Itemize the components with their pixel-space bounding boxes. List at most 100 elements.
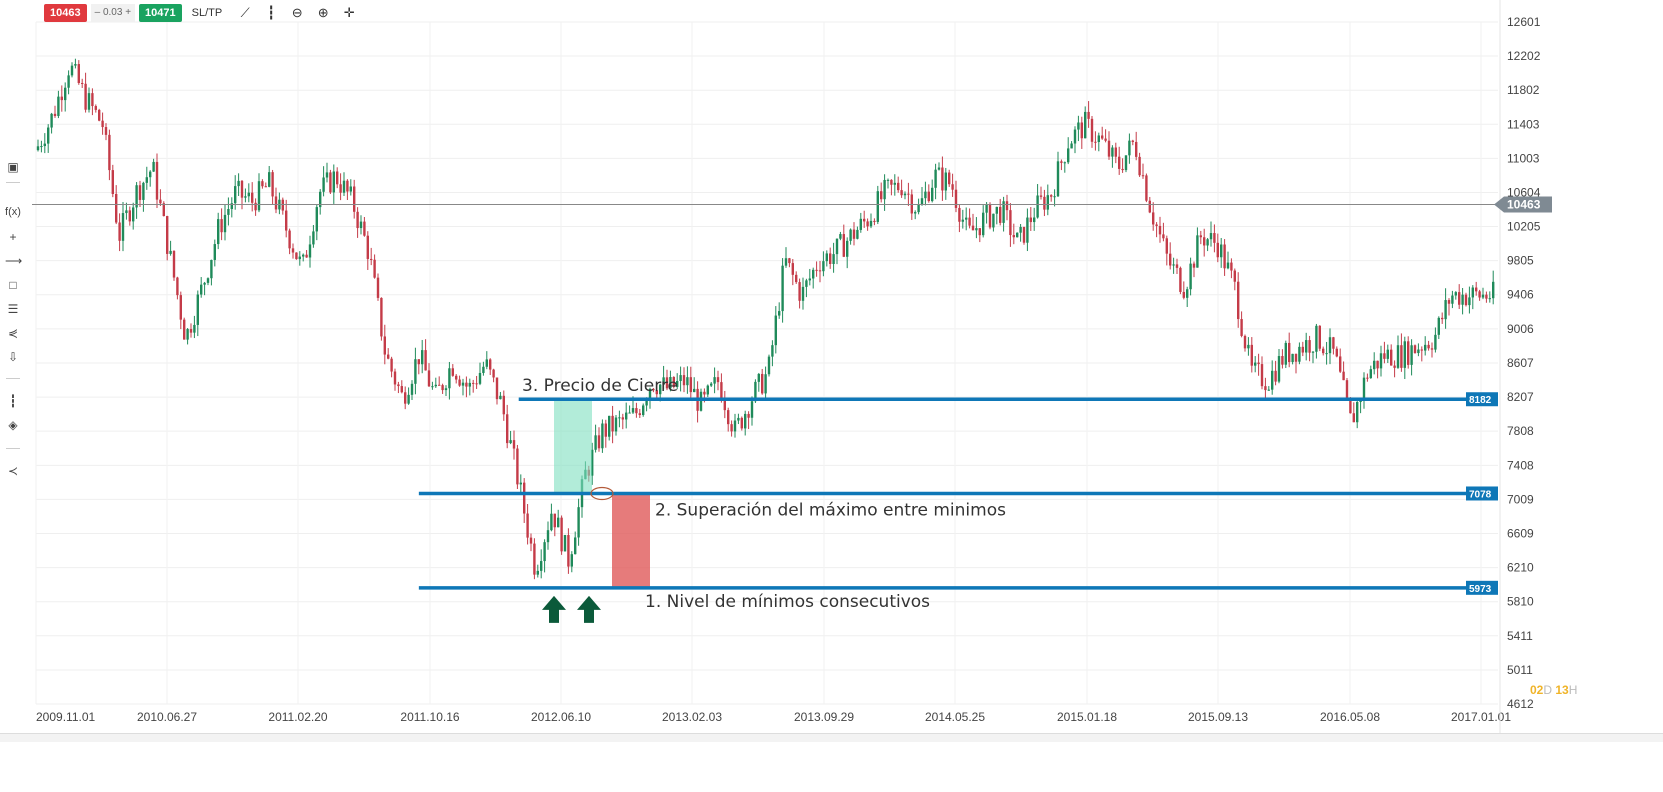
y-tick-label: 11003	[1507, 151, 1540, 165]
candle-body	[849, 229, 852, 241]
candle-body	[1039, 195, 1043, 197]
candles-icon[interactable]: ┇	[267, 5, 276, 20]
candle-body	[995, 206, 998, 214]
crosshair-tool-icon[interactable]: +	[9, 230, 17, 244]
candle-body	[485, 359, 488, 367]
candle-body	[1240, 319, 1243, 336]
candle-body	[121, 213, 125, 241]
candle-body	[553, 513, 556, 528]
candle-body	[1019, 226, 1022, 233]
candle-body	[159, 199, 162, 204]
candle-body	[1362, 377, 1366, 401]
candle-body	[1454, 292, 1457, 296]
candle-body	[370, 258, 373, 260]
scroll-strip[interactable]	[0, 733, 1663, 742]
candle-body	[1063, 162, 1066, 164]
candle-body	[781, 265, 784, 312]
y-tick-label: 5011	[1507, 663, 1533, 677]
candle-body	[461, 382, 465, 386]
sell-price-button[interactable]: 10463	[44, 4, 87, 22]
candle-body	[560, 517, 563, 552]
candle-body	[1488, 298, 1491, 300]
candle-body	[176, 277, 179, 296]
candle-body	[903, 193, 907, 196]
candle-body	[825, 253, 828, 262]
share-icon[interactable]: ≺	[7, 464, 19, 478]
candle-body	[111, 170, 114, 194]
fibonacci-icon[interactable]: ☰	[7, 302, 19, 316]
candle-body	[57, 96, 60, 116]
candle-body	[992, 213, 995, 228]
candle-body	[138, 185, 142, 200]
candle-body	[788, 258, 791, 264]
candle-body	[336, 171, 339, 185]
candle-body	[363, 221, 366, 236]
buy-price-button[interactable]: 10471	[139, 4, 182, 22]
candle-body	[84, 83, 87, 110]
zoom-in-icon[interactable]: ⊕	[317, 5, 329, 20]
candle-body	[866, 221, 869, 227]
candle-body	[1254, 362, 1257, 366]
candle-body	[934, 169, 937, 188]
candle-body	[1471, 287, 1474, 298]
candle-body	[1413, 345, 1417, 354]
candle-body	[1420, 349, 1423, 351]
y-tick-label: 6210	[1507, 561, 1534, 575]
annotation-breakout: 2. Superación del máximo entre minimos	[655, 500, 1006, 520]
level-label: 5973	[1469, 584, 1492, 595]
candle-body	[608, 415, 611, 437]
candle-body	[329, 172, 332, 193]
candle-body	[669, 377, 672, 389]
line-chart-icon[interactable]: ⟋	[240, 5, 250, 20]
layers-icon[interactable]: ◈	[8, 418, 18, 432]
level-label: 8182	[1469, 395, 1492, 406]
candle-body	[43, 143, 46, 147]
candle-body	[312, 231, 315, 245]
candle-body	[210, 259, 213, 279]
rectangle-icon[interactable]: □	[9, 278, 17, 292]
zoom-out-icon[interactable]: ⊖	[291, 5, 303, 20]
candle-body	[1220, 244, 1223, 258]
crosshair-icon[interactable]: ✛	[343, 5, 355, 20]
candle-body	[1328, 337, 1332, 354]
candle-body	[1175, 264, 1179, 268]
arrow-tool-icon[interactable]: ⇩	[7, 350, 19, 364]
candle-body	[805, 280, 808, 287]
candle-body	[1492, 281, 1495, 299]
candle-body	[516, 448, 519, 485]
candle-body	[1118, 156, 1121, 169]
candle-body	[1036, 195, 1039, 218]
candle-body	[196, 294, 199, 325]
candle-body	[1284, 342, 1287, 365]
current-price-tag	[1494, 196, 1552, 213]
candle-body	[1026, 217, 1029, 243]
candle-body	[1308, 340, 1311, 353]
candle-body	[1464, 294, 1468, 306]
candle-body	[767, 356, 771, 375]
chart-type-icon[interactable]: ┇	[9, 394, 17, 408]
candle-body	[1114, 147, 1117, 157]
candle-body	[200, 284, 203, 295]
annotation-lows: 1. Nivel de mínimos consecutivos	[645, 592, 930, 612]
sltp-button[interactable]: SL/TP	[191, 7, 223, 19]
candle-body	[482, 366, 485, 373]
fan-icon[interactable]: ⋞	[7, 326, 19, 340]
indicators-icon[interactable]: f(x)	[5, 206, 21, 218]
candle-body	[404, 392, 407, 404]
x-tick-label: 2012.06.10	[531, 710, 591, 724]
candle-body	[506, 414, 509, 444]
trendline-icon[interactable]: ⟶	[5, 254, 23, 268]
candle-body	[108, 134, 111, 171]
timeframe-badge[interactable]: 02D 13H	[1530, 683, 1578, 697]
candle-body	[577, 507, 580, 538]
candle-body	[1043, 196, 1046, 210]
screen-icon[interactable]: ▣	[7, 160, 19, 174]
level-label: 7078	[1469, 489, 1492, 500]
candle-body	[618, 417, 621, 419]
candle-body	[397, 384, 400, 387]
candle-body	[87, 93, 91, 110]
candle-body	[628, 412, 631, 414]
candle-body	[897, 182, 900, 191]
